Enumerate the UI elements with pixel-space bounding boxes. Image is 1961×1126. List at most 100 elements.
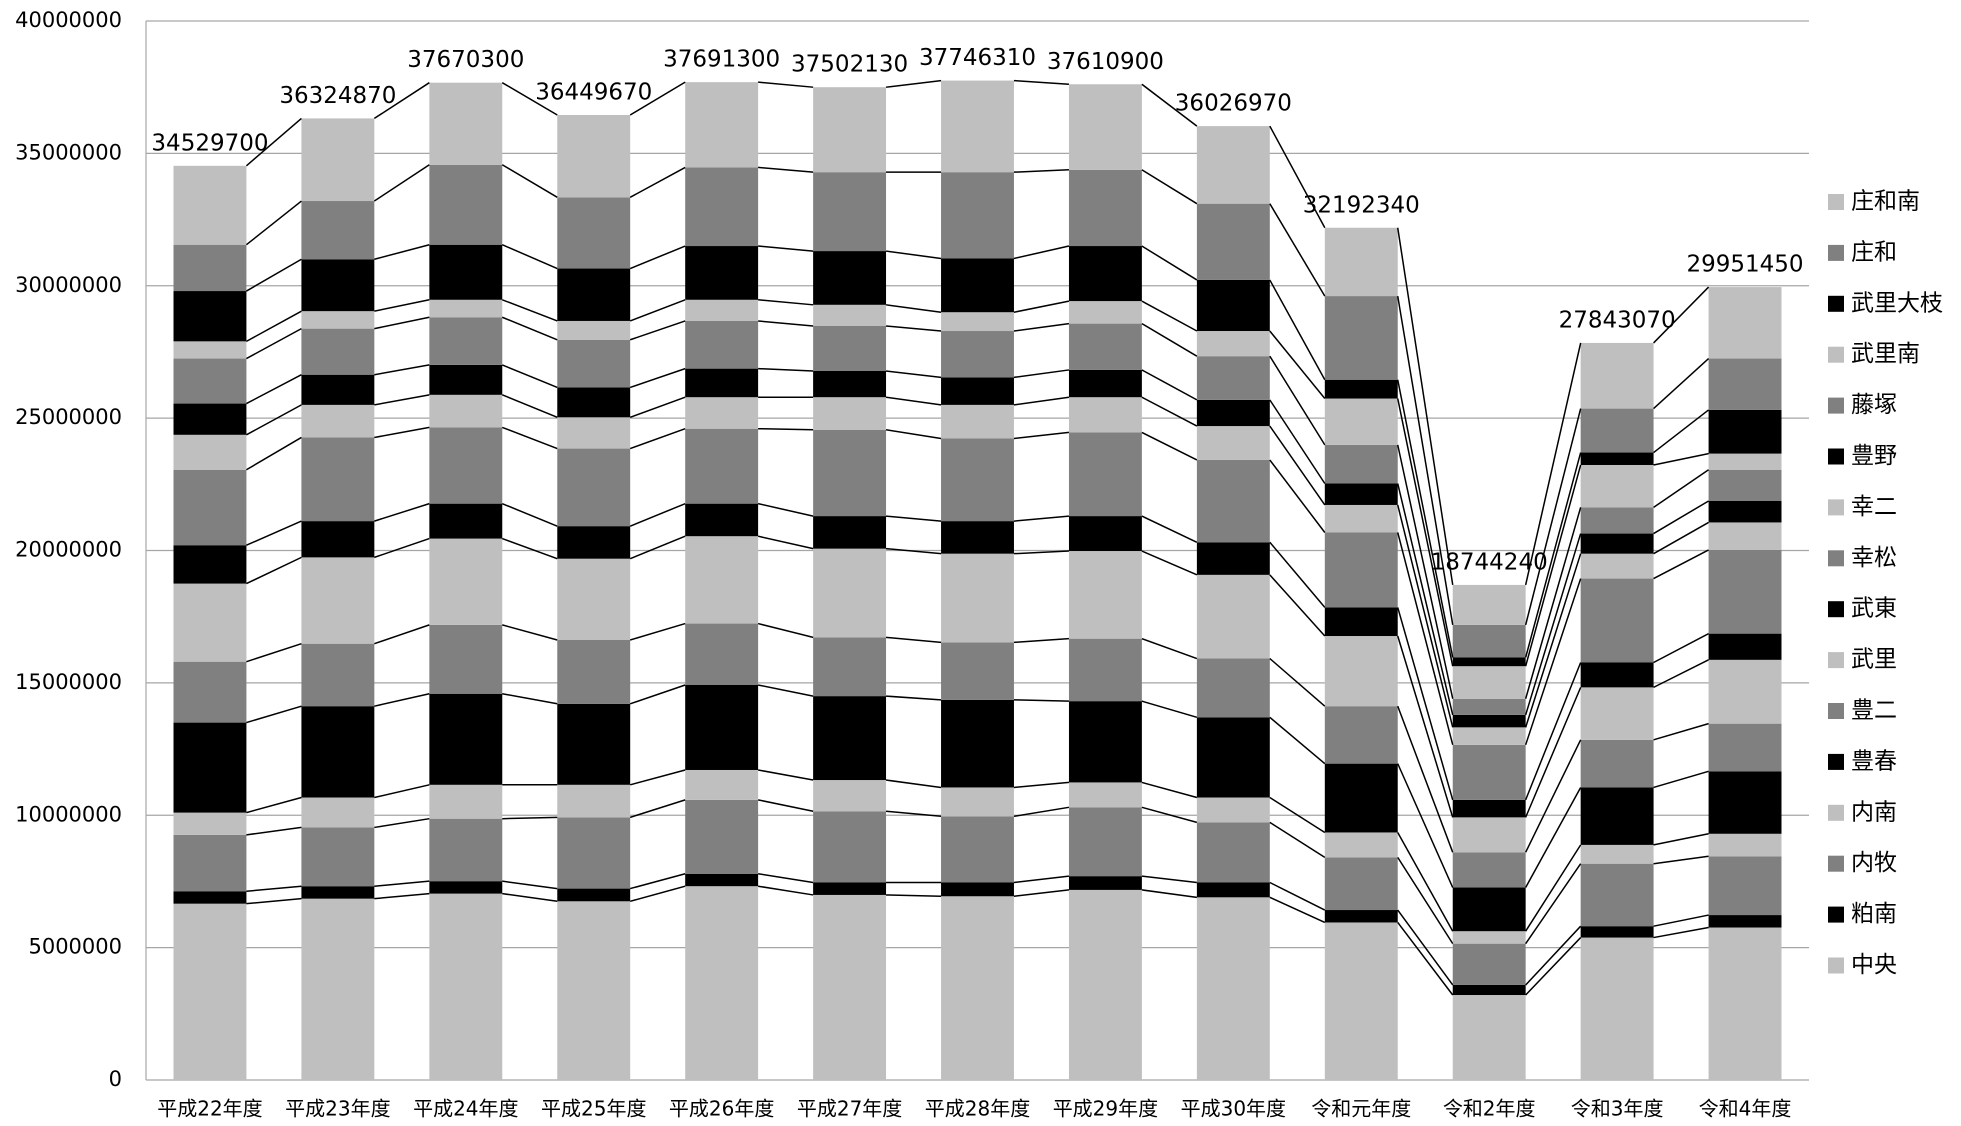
y-tick-label: 20000000 [15,538,122,562]
series-line [502,880,558,890]
legend-label: 武東 [1851,596,1897,622]
series-line [246,885,302,892]
bar-segment [941,258,1014,313]
bar-segment [1324,532,1398,608]
legend-swatch [1828,346,1844,363]
series-line [374,624,430,645]
bar-segment [685,368,759,398]
bar-segment [1068,323,1142,370]
y-tick-label: 30000000 [15,273,122,297]
bar-segment [1324,504,1398,533]
legend-label: 庄和南 [1851,189,1920,215]
bar-segment [1324,857,1398,911]
series-line [1013,637,1070,644]
total-label: 34529700 [151,130,268,156]
series-line [1141,806,1198,824]
series-line [1397,832,1454,932]
series-line [1396,295,1454,626]
bar-segment [1452,698,1526,715]
series-line [1653,452,1709,466]
bar-segment [1196,279,1270,332]
bar-segment [173,583,247,662]
series-line [501,164,558,198]
series-line [1269,657,1326,707]
series-line [1524,408,1582,626]
series-line [1269,355,1326,446]
series-line [1141,169,1198,205]
x-tick-label: 平成25年度 [541,1097,646,1121]
bar-segment [1324,607,1398,637]
series-line [502,537,558,560]
bar-segment [1452,995,1526,1080]
legend-swatch [1828,244,1844,261]
x-tick-label: 令和4年度 [1699,1097,1792,1121]
bar-segment [173,469,247,546]
bar-segment [429,881,503,894]
series-line [245,117,302,167]
series-line [1013,396,1070,406]
series-line [757,535,814,550]
series-line [1653,632,1709,664]
bar-segment [301,437,375,522]
bar-segment [685,799,759,874]
bar-segment [1580,342,1654,409]
series-line [1524,533,1582,716]
bar-segment [1708,287,1782,359]
total-label: 36449670 [535,79,652,105]
series-line [1269,896,1326,924]
bar-segment [301,886,375,899]
bar-segment [1196,203,1270,280]
series-line [1141,322,1198,357]
bar-segment [173,341,247,359]
bar-segment [1452,817,1526,853]
series-line [1141,550,1198,576]
bar-segment [1068,301,1142,324]
series-line [885,79,942,88]
series-line [246,520,302,546]
bar-segment [1196,897,1270,1080]
series-line [246,310,302,343]
series-line [374,299,430,312]
bar-segment [1580,662,1654,688]
bar-segment [173,403,247,435]
bar-segment [941,438,1014,522]
series-line [1525,925,1582,986]
series-line [1269,574,1326,637]
total-label: 37610900 [1047,49,1164,75]
bar-segment [1196,717,1270,798]
y-tick-label: 10000000 [15,802,122,826]
series-line [246,258,302,292]
legend-swatch [1828,397,1844,414]
bar-segment [1452,799,1526,818]
bar-segment [1324,922,1398,1080]
series-line [1525,937,1582,996]
bar-segment [301,311,375,329]
bar-segment [429,538,503,625]
bar-segment [1708,522,1782,550]
series-line [1013,806,1070,818]
bar-segment [1068,889,1142,1080]
bar-segment [813,172,887,252]
bar-segment [173,812,247,835]
legend-swatch [1828,804,1844,821]
series-line [629,535,686,560]
legend-swatch [1828,753,1844,770]
series-line [374,892,430,900]
bar-segment [429,394,503,428]
bar-segment [173,722,247,813]
series-line [758,245,814,252]
series-line [1269,203,1326,297]
legend-label: 豊春 [1851,748,1897,774]
bar-segment [1196,822,1270,883]
bar-segment [685,873,759,887]
total-label: 36324870 [279,83,396,109]
total-label: 32192340 [1303,192,1420,218]
series-line [1141,515,1198,543]
bar-segment [429,82,503,165]
bar-segment [813,251,887,305]
bar-segment [685,299,759,321]
bar-segment [1580,739,1654,788]
bar-segment [557,339,631,388]
bar-segment [1452,931,1526,944]
